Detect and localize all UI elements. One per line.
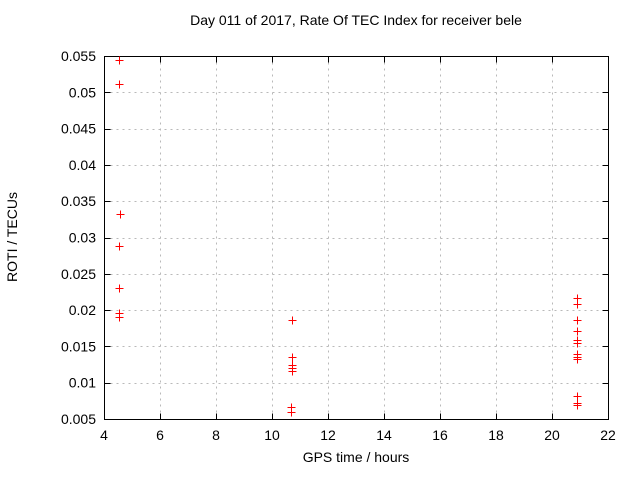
- x-axis-label: GPS time / hours: [303, 449, 410, 465]
- data-point: [288, 367, 297, 376]
- plot-area: 4 6 8 10 12 14 16 18 20 22 0.005 0.01 0.015 0.02 0.025…: [61, 48, 616, 443]
- data-point: [115, 313, 124, 322]
- x-tick-label: 4: [100, 427, 108, 443]
- chart-title: Day 011 of 2017, Rate Of TEC Index for r…: [190, 12, 522, 28]
- data-point: [115, 80, 124, 89]
- y-axis-label: ROTI / TECUs: [4, 192, 20, 282]
- data-point: [115, 242, 124, 251]
- data-point: [115, 284, 124, 293]
- y-tick-label: 0.005: [61, 411, 96, 427]
- data-point: [116, 210, 125, 219]
- x-tick-label: 10: [264, 427, 280, 443]
- x-tick-label: 12: [320, 427, 336, 443]
- data-point: [573, 392, 582, 401]
- y-tick-label: 0.01: [69, 375, 96, 391]
- data-point: [573, 355, 582, 364]
- x-tick-label: 20: [544, 427, 560, 443]
- x-tick-label: 16: [432, 427, 448, 443]
- data-point: [573, 401, 582, 410]
- y-tick-label: 0.05: [69, 84, 96, 100]
- y-tick-label: 0.045: [61, 121, 96, 137]
- y-tick-label: 0.04: [69, 157, 96, 173]
- x-tick-label: 22: [600, 427, 616, 443]
- y-tick-label: 0.02: [69, 302, 96, 318]
- x-tick-label: 8: [212, 427, 220, 443]
- data-point: [573, 300, 582, 309]
- y-tick-label: 0.03: [69, 230, 96, 246]
- data-point: [573, 316, 582, 325]
- x-tick-label: 6: [156, 427, 164, 443]
- data-point: [287, 408, 296, 417]
- data-point: [288, 353, 297, 362]
- data-point: [115, 56, 124, 65]
- y-tick-label: 0.025: [61, 266, 96, 282]
- data-point: [573, 339, 582, 348]
- y-tick-label: 0.035: [61, 193, 96, 209]
- y-tick-label: 0.055: [61, 48, 96, 64]
- data-point: [288, 316, 297, 325]
- x-tick-label: 14: [376, 427, 392, 443]
- plot-border: [104, 56, 609, 420]
- data-point: [573, 327, 582, 336]
- x-tick-label: 18: [488, 427, 504, 443]
- y-tick-label: 0.015: [61, 338, 96, 354]
